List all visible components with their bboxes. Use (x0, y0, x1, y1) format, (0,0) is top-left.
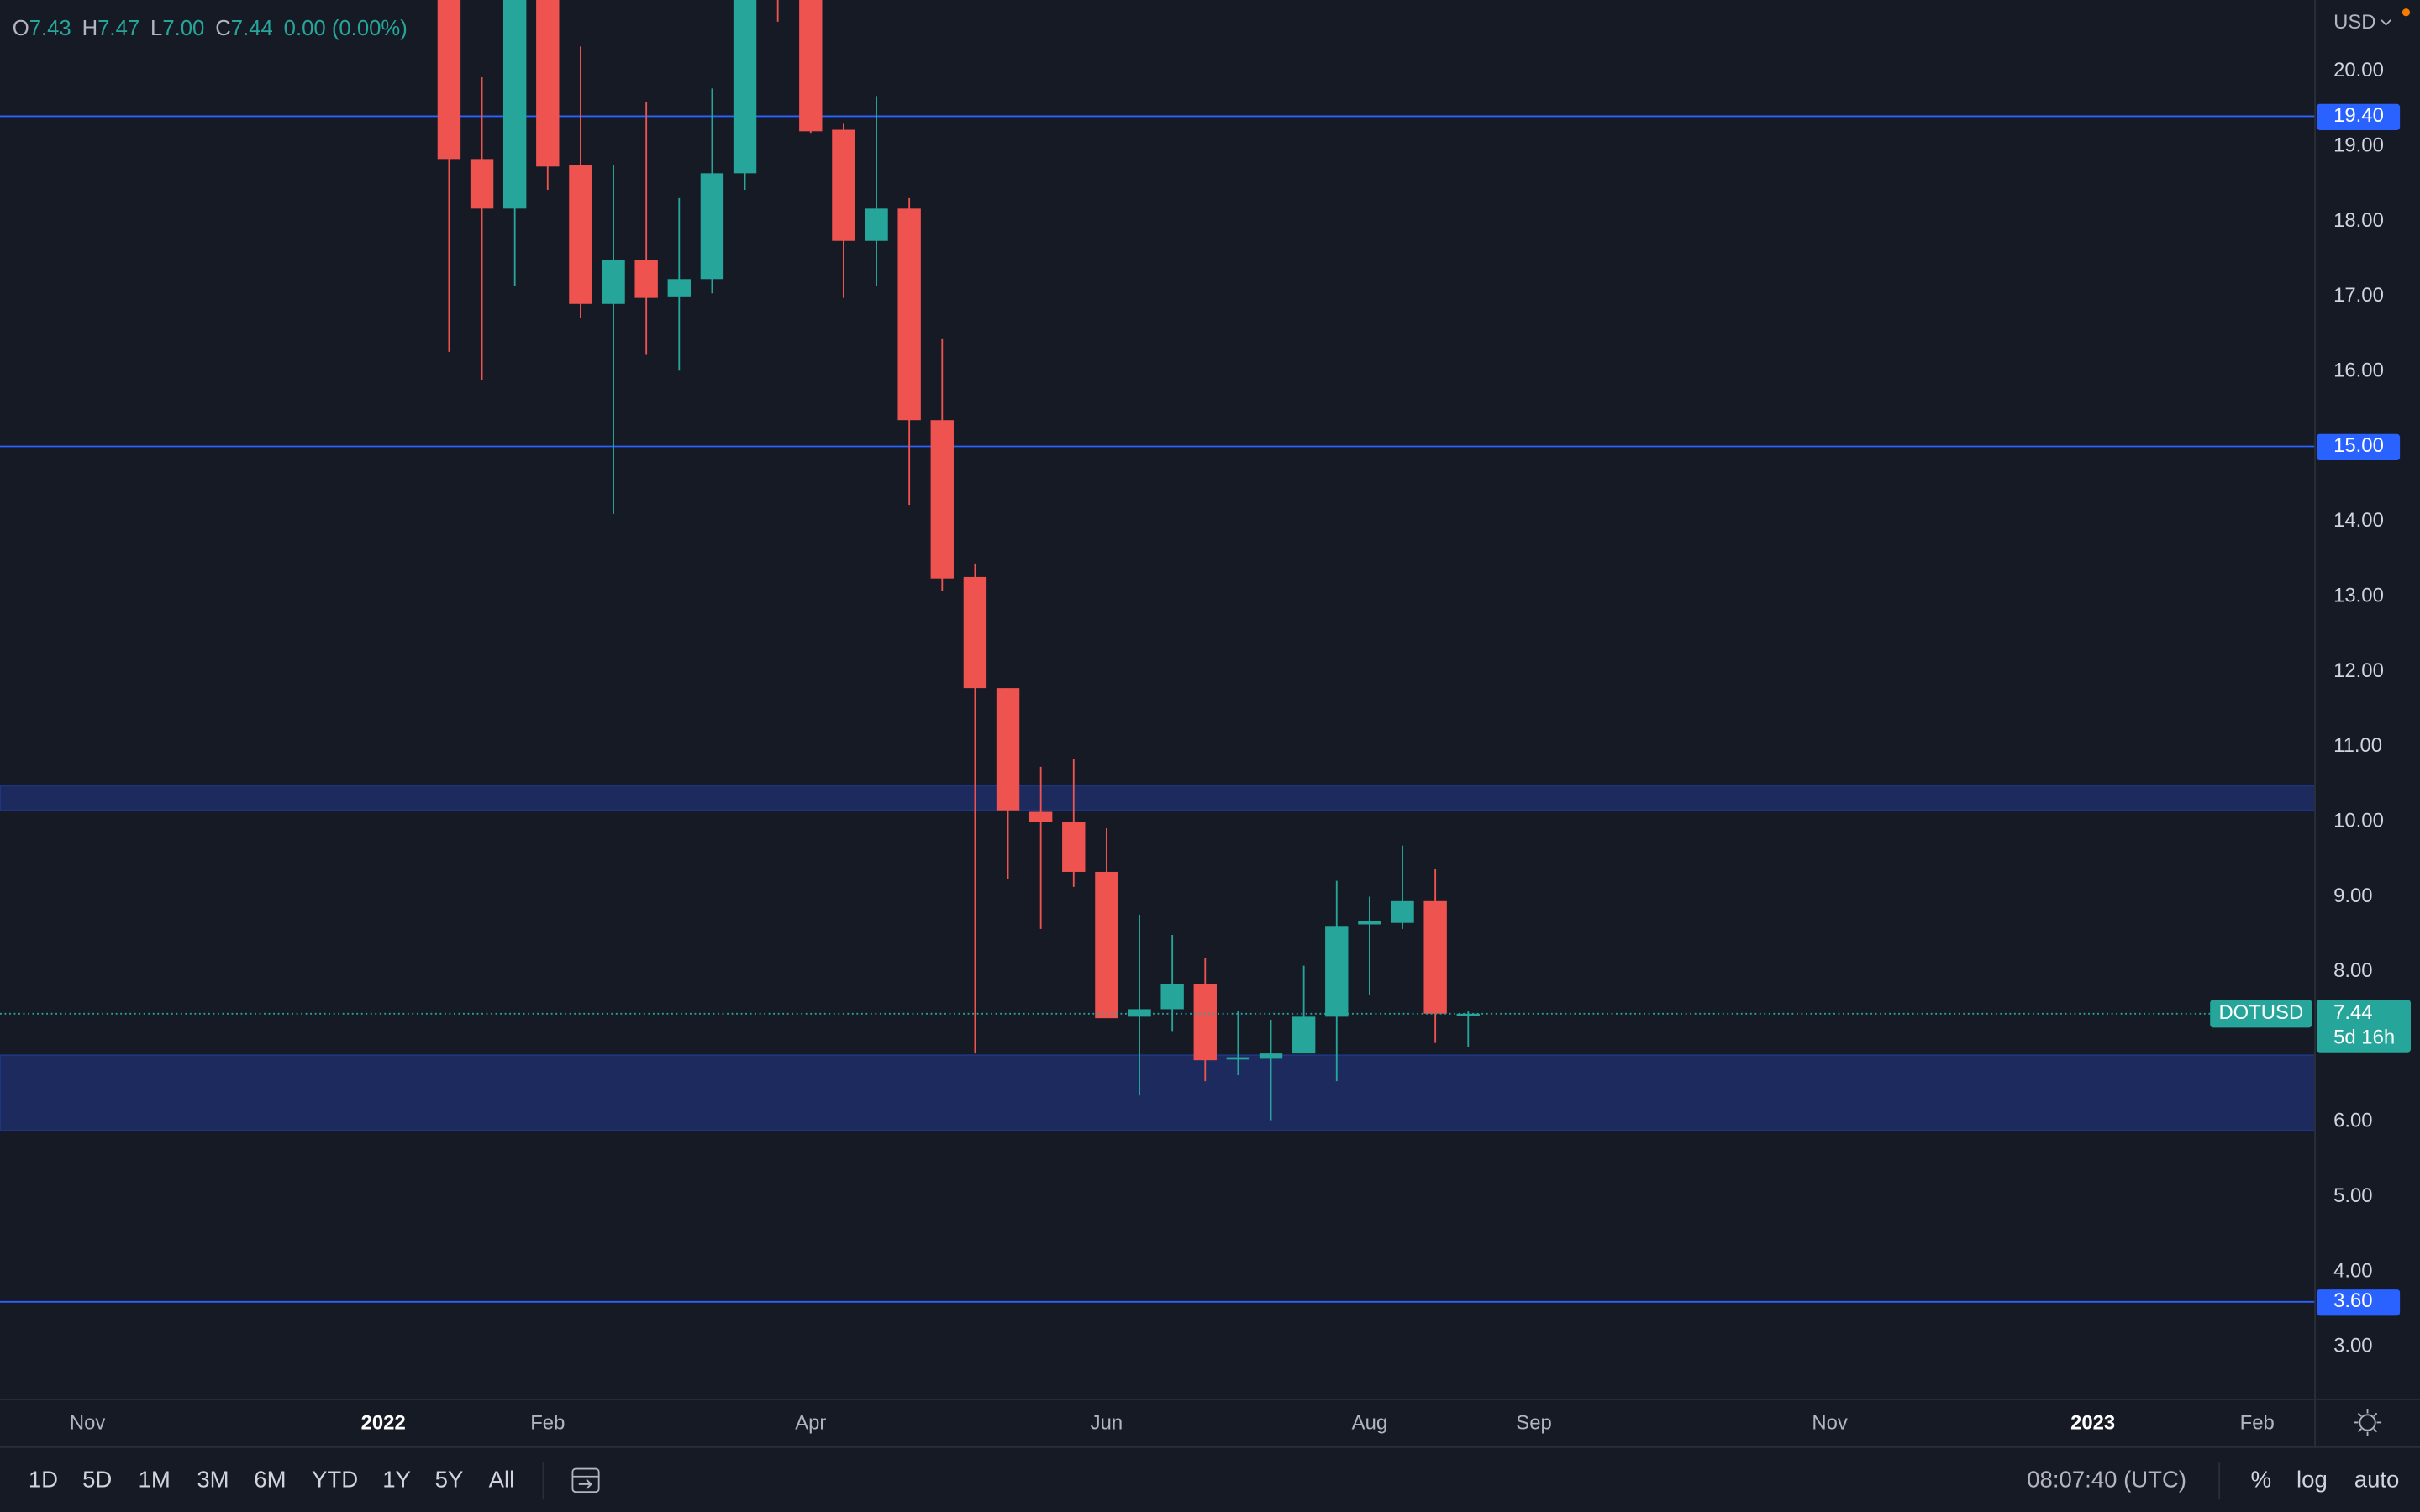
y-tick-label: 8.00 (2333, 959, 2372, 982)
hline-label: 15.00 (2333, 434, 2384, 457)
candle-body (930, 420, 954, 579)
candle-body (1423, 900, 1447, 1014)
y-tick-label: 20.00 (2333, 59, 2384, 81)
legend-key: H (82, 17, 98, 40)
last-price-label: 7.44 (2333, 1001, 2372, 1024)
legend-value: 7.00 (162, 17, 204, 40)
y-tick-label: 6.00 (2333, 1110, 2372, 1132)
last-price-tag (2316, 1000, 2411, 1053)
zone (0, 1053, 2316, 1132)
candle-body (733, 0, 757, 174)
scale-option[interactable]: auto (2354, 1467, 2400, 1493)
scale-option[interactable]: log (2296, 1467, 2328, 1493)
status-dot (2402, 8, 2411, 17)
range-button[interactable]: 1D (29, 1467, 58, 1493)
candle-body (536, 0, 560, 167)
x-tick-label: Nov (70, 1412, 105, 1435)
candle-body (470, 159, 494, 209)
candle-body (569, 165, 592, 304)
legend-key: O (13, 17, 29, 40)
symbol-tag (2210, 1000, 2312, 1028)
y-tick-label: 9.00 (2333, 885, 2372, 907)
candle-body (437, 0, 461, 160)
candle-body (799, 0, 823, 132)
y-tick-label: 10.00 (2333, 809, 2384, 832)
range-button[interactable]: 3M (197, 1467, 229, 1493)
candle-body (602, 260, 625, 304)
y-tick-label: 5.00 (2333, 1184, 2372, 1207)
y-tick-label: 13.00 (2333, 584, 2384, 606)
hline-tag (2316, 1289, 2401, 1316)
y-tick-label: 14.00 (2333, 509, 2384, 532)
candle-body (1456, 1013, 1480, 1016)
x-tick-label: Feb (2240, 1412, 2275, 1435)
candle-body (502, 0, 527, 209)
candle-body (1325, 926, 1349, 1017)
hline-tag (2316, 103, 2401, 130)
hline-label: 3.60 (2333, 1289, 2372, 1312)
candle-body (1193, 984, 1217, 1061)
candle-body (1028, 811, 1053, 823)
candle-body (963, 576, 987, 689)
candle-body (865, 208, 888, 241)
candle-body (1226, 1057, 1250, 1060)
y-tick-label: 17.00 (2333, 284, 2384, 307)
candle-body (700, 173, 724, 280)
legend-change: 0.00 (0.00%) (284, 17, 408, 40)
countdown: 5d 16h (2333, 1026, 2395, 1048)
x-tick-label: 2022 (361, 1412, 406, 1435)
legend-value: 7.47 (97, 17, 139, 40)
settings-icon[interactable] (2354, 1408, 2382, 1436)
candle-body (1358, 921, 1381, 925)
hline-tag (2316, 433, 2401, 461)
candle-body (1259, 1053, 1283, 1059)
x-tick-label: 2023 (2070, 1412, 2115, 1435)
range-button[interactable]: YTD (312, 1467, 358, 1493)
candle-body (996, 688, 1020, 811)
candle-body (1062, 822, 1086, 872)
hline-label: 19.40 (2333, 104, 2384, 127)
y-tick-label: 16.00 (2333, 359, 2384, 381)
y-tick-label: 4.00 (2333, 1259, 2372, 1282)
candle-body (897, 208, 921, 421)
range-button[interactable]: 1Y (382, 1467, 411, 1493)
currency[interactable]: USD (2333, 11, 2375, 34)
y-tick-label: 18.00 (2333, 209, 2384, 232)
ohlc-legend: O7.43 H7.47 L7.00 C7.44 0.00 (0.00%) (13, 17, 408, 40)
clock[interactable]: 08:07:40 (UTC) (2027, 1467, 2186, 1493)
candle-body (1292, 1016, 1316, 1054)
range-button[interactable]: 1M (139, 1467, 171, 1493)
legend-value: 7.44 (231, 17, 273, 40)
y-tick-label: 12.00 (2333, 659, 2384, 682)
zone (0, 785, 2316, 811)
x-tick-label: Feb (530, 1412, 565, 1435)
range-button[interactable]: All (489, 1467, 515, 1493)
candle-body (1391, 900, 1414, 923)
scale-option[interactable]: % (2251, 1467, 2272, 1493)
candle-body (634, 260, 658, 298)
candle-body (832, 129, 855, 241)
symbol-label: DOTUSD (2218, 1001, 2303, 1024)
range-button[interactable]: 5D (82, 1467, 112, 1493)
range-button[interactable]: 5Y (435, 1467, 464, 1493)
x-tick-label: Aug (1352, 1412, 1387, 1435)
candle-body (1095, 871, 1118, 1019)
currency-caret (2381, 19, 2391, 26)
y-tick-label: 19.00 (2333, 134, 2384, 156)
candle-body (667, 279, 691, 297)
legend-key: C (215, 17, 231, 40)
x-tick-label: Jun (1091, 1412, 1123, 1435)
legend-value: 7.43 (29, 17, 71, 40)
range-button[interactable]: 6M (254, 1467, 286, 1493)
legend-key: L (150, 17, 162, 40)
x-tick-label: Sep (1516, 1412, 1551, 1435)
x-tick-label: Apr (795, 1412, 826, 1435)
calendar-icon[interactable] (571, 1467, 600, 1494)
x-tick-label: Nov (1812, 1412, 1848, 1435)
candle-body (1160, 984, 1184, 1010)
y-tick-label: 11.00 (2333, 734, 2382, 757)
y-tick-label: 3.00 (2333, 1335, 2372, 1357)
